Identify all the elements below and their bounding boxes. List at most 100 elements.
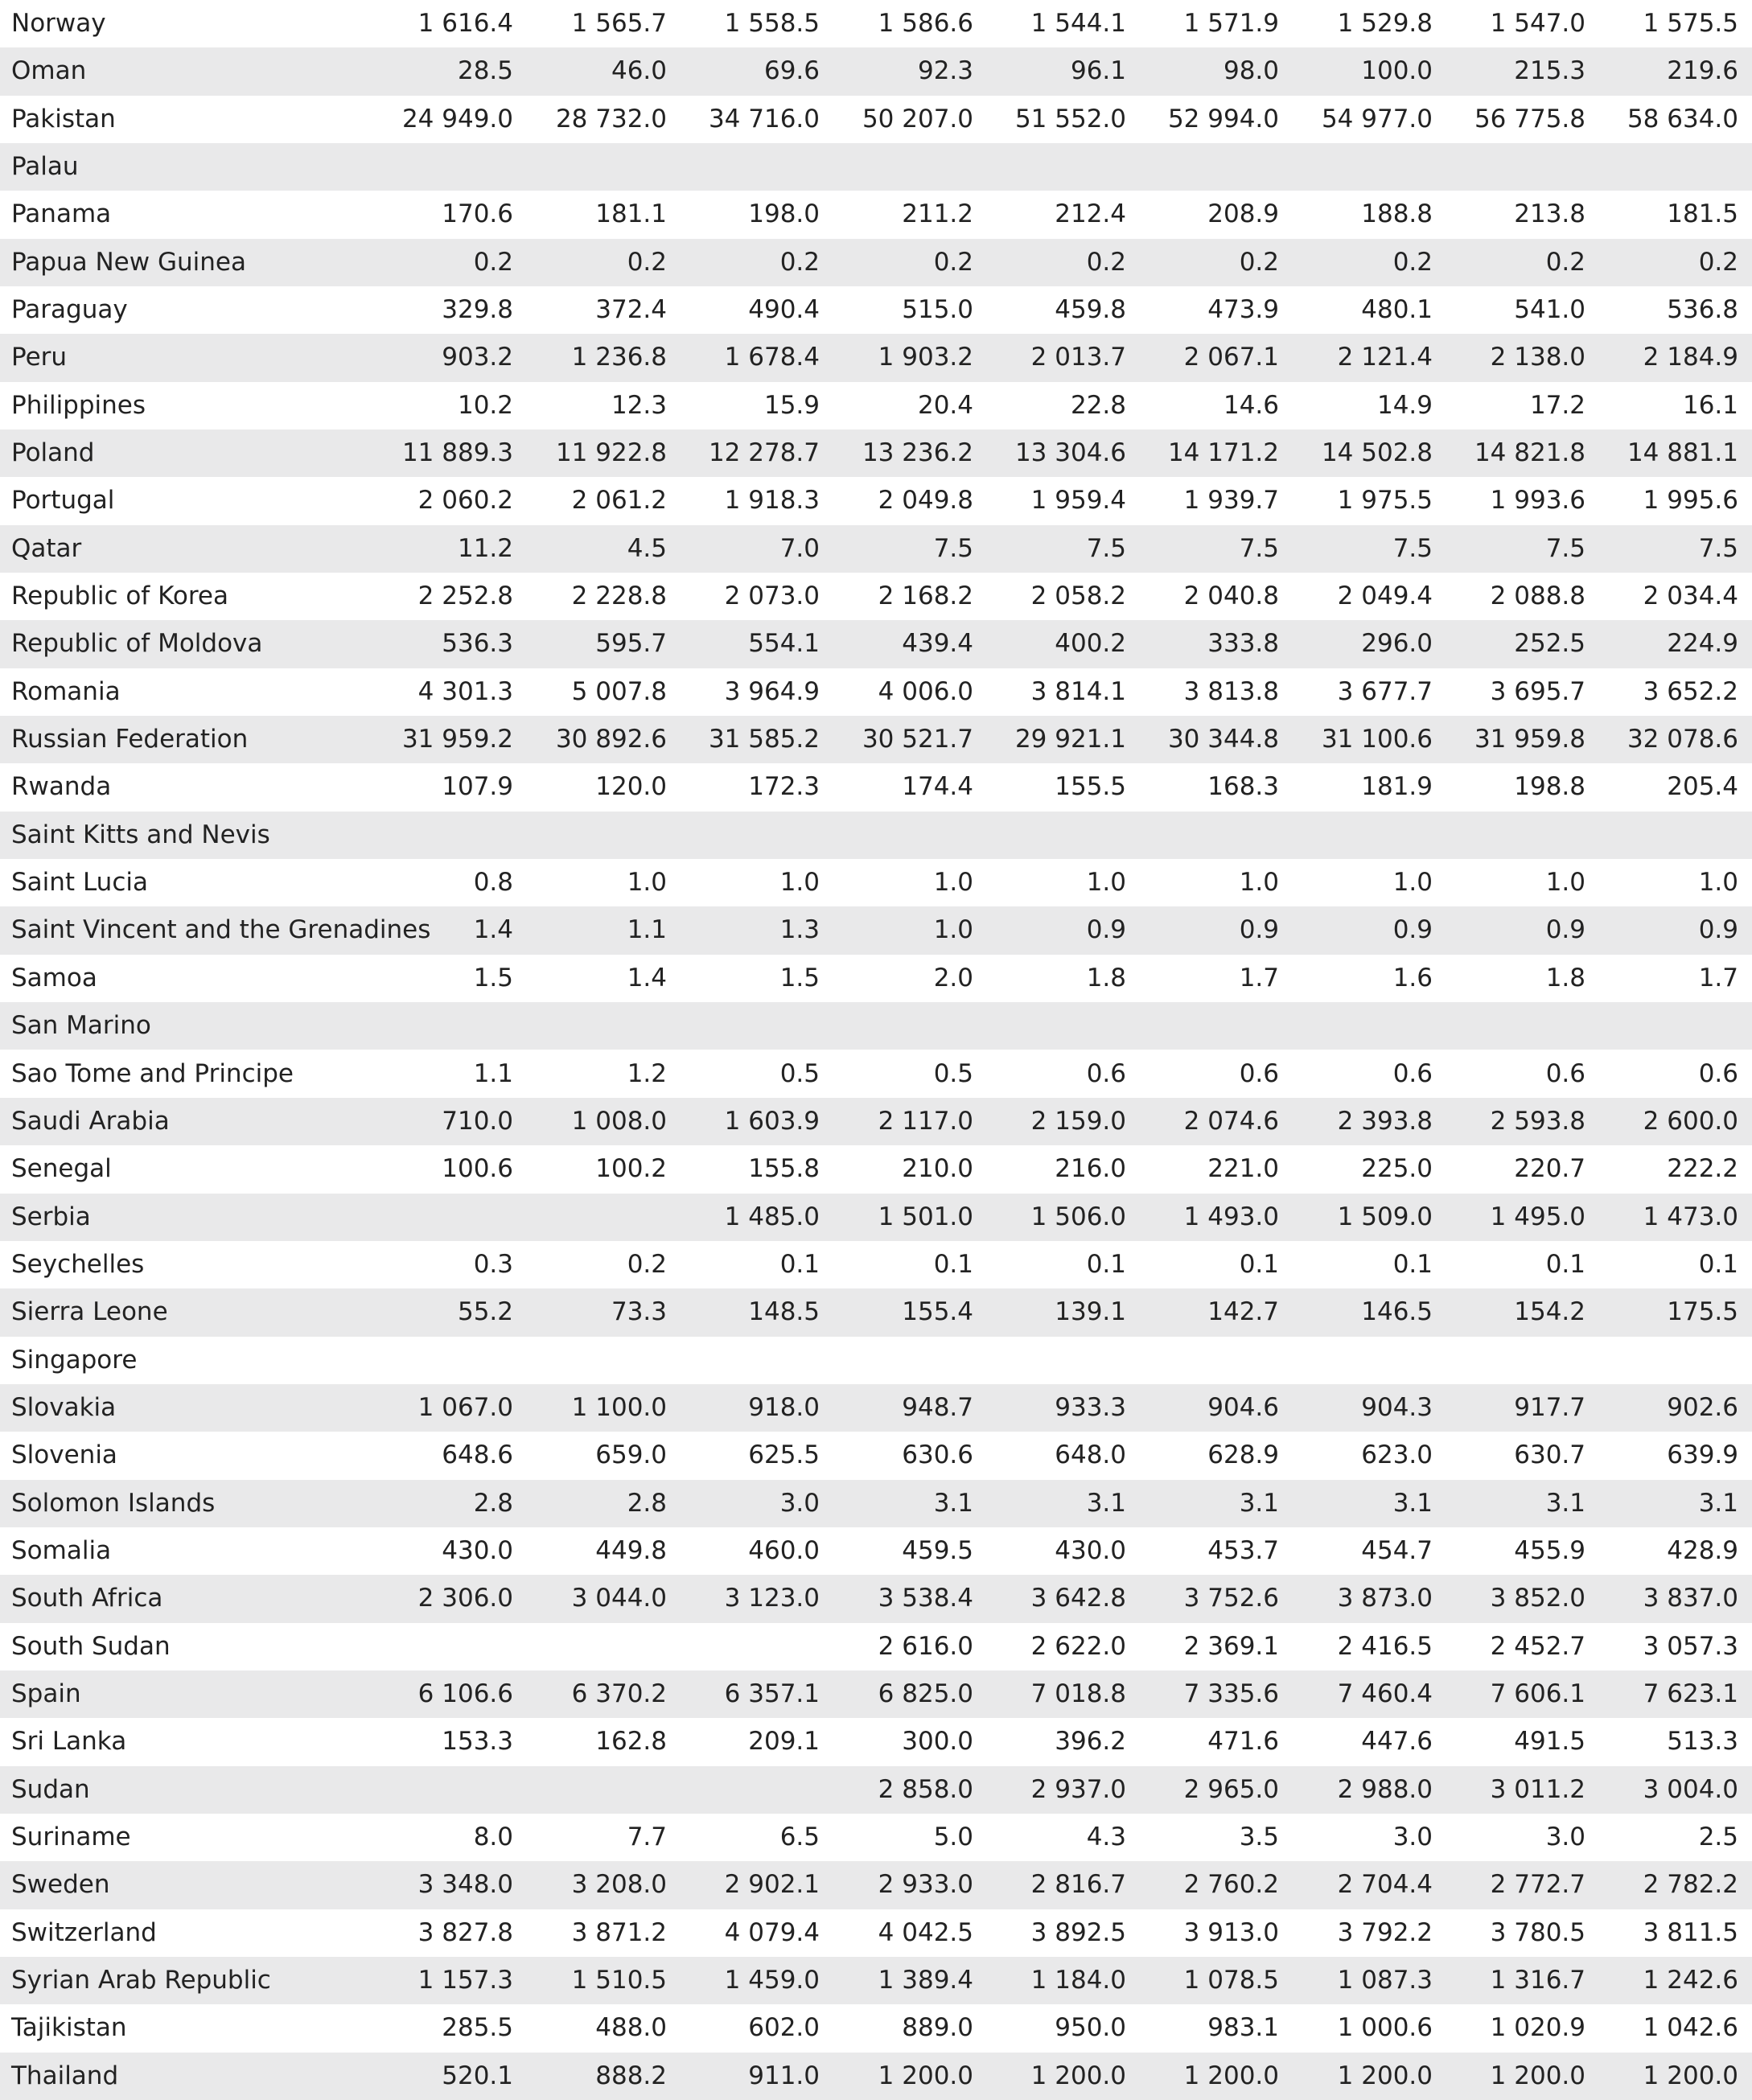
value-cell: 1 184.0	[1030, 1965, 1126, 1995]
value-cell: 1 473.0	[1643, 1202, 1738, 1231]
value-cell: 31 959.8	[1474, 725, 1585, 754]
country-name: Switzerland	[11, 1917, 157, 1947]
country-name: South Africa	[11, 1584, 163, 1613]
value-cell: 628.9	[1207, 1440, 1279, 1470]
value-cell: 30 521.7	[862, 725, 973, 754]
value-cell: 0.2	[1392, 247, 1433, 277]
value-cell: 2 704.4	[1337, 1870, 1433, 1900]
value-cell: 168.3	[1207, 772, 1279, 802]
value-cell: 2 600.0	[1643, 1106, 1738, 1136]
table-row: Paraguay 329.8 372.4 490.4 515.0 459.8 473.9 48…	[0, 286, 1752, 334]
value-cell: 52 994.0	[1167, 104, 1279, 134]
value-cell: 3.1	[933, 1488, 973, 1518]
value-cell: 2 058.2	[1030, 582, 1126, 611]
table-row: South Africa 2 306.0 3 044.0 3 123.0 3 538.4…	[0, 1575, 1752, 1623]
value-cell: 7.5	[1086, 533, 1126, 563]
country-name: Saint Kitts and Nevis	[11, 820, 270, 849]
value-cell: 100.0	[1361, 56, 1433, 86]
value-cell: 2 772.7	[1490, 1870, 1585, 1900]
value-cell: 11.2	[457, 533, 513, 563]
value-cell: 153.3	[442, 1727, 513, 1757]
value-cell: 1 067.0	[417, 1392, 513, 1422]
value-cell: 1 008.0	[571, 1106, 667, 1136]
value-cell: 13 304.6	[1014, 438, 1126, 468]
value-cell: 2 933.0	[878, 1870, 973, 1900]
table-row: Suriname 8.0 7.7 6.5 5.0 4.3 3.5 3.0 3.0 2.5	[0, 1814, 1752, 1861]
value-cell: 2 168.2	[878, 582, 973, 611]
country-name: Tajikistan	[11, 2013, 127, 2043]
value-cell: 0.1	[1392, 1249, 1433, 1279]
value-cell: 3.1	[1239, 1488, 1279, 1518]
value-cell: 2 117.0	[878, 1106, 973, 1136]
value-cell: 904.6	[1207, 1392, 1279, 1422]
country-name: Sao Tome and Principe	[11, 1058, 294, 1088]
value-cell: 14.6	[1223, 390, 1279, 420]
value-cell: 14 502.8	[1321, 438, 1433, 468]
value-cell: 172.3	[748, 772, 820, 802]
table-row: Republic of Korea 2 252.8 2 228.8 2 073.0 2 …	[0, 573, 1752, 620]
value-cell: 1.5	[779, 963, 820, 992]
value-cell: 1 389.4	[878, 1965, 973, 1995]
value-cell: 3 044.0	[571, 1584, 667, 1613]
value-cell: 7 018.8	[1030, 1679, 1126, 1708]
value-cell: 2 049.8	[878, 486, 973, 516]
value-cell: 1 510.5	[571, 1965, 667, 1995]
value-cell: 948.7	[902, 1392, 973, 1422]
value-cell: 100.2	[595, 1154, 667, 1184]
value-cell: 0.6	[1545, 1058, 1585, 1088]
value-cell: 536.8	[1667, 295, 1738, 325]
value-cell: 1.8	[1545, 963, 1585, 992]
value-cell: 2 074.6	[1183, 1106, 1279, 1136]
country-name: Republic of Moldova	[11, 629, 263, 659]
value-cell: 3.1	[1698, 1488, 1738, 1518]
country-name: Thailand	[11, 2061, 119, 2090]
value-cell: 1.1	[473, 1058, 513, 1088]
table-row: Philippines 10.2 12.3 15.9 20.4 22.8 14.6 14.9 1…	[0, 382, 1752, 429]
value-cell: 170.6	[442, 199, 513, 229]
value-cell: 630.6	[902, 1440, 973, 1470]
value-cell: 2.8	[473, 1488, 513, 1518]
value-cell: 1 939.7	[1183, 486, 1279, 516]
table-row: Republic of Moldova 536.3 595.7 554.1 439.4 4…	[0, 620, 1752, 668]
value-cell: 1.0	[1698, 868, 1738, 898]
value-cell: 1 529.8	[1337, 9, 1433, 38]
country-name: Seychelles	[11, 1249, 145, 1279]
value-cell: 216.0	[1055, 1154, 1126, 1184]
value-cell: 0.6	[1698, 1058, 1738, 1088]
value-cell: 1 493.0	[1183, 1202, 1279, 1231]
value-cell: 7.7	[627, 1822, 667, 1851]
value-cell: 447.6	[1361, 1727, 1433, 1757]
value-cell: 1 918.3	[724, 486, 820, 516]
value-cell: 0.6	[1392, 1058, 1433, 1088]
value-cell: 888.2	[595, 2061, 667, 2090]
value-cell: 455.9	[1514, 1535, 1585, 1565]
value-cell: 30 892.6	[555, 725, 667, 754]
value-cell: 659.0	[595, 1440, 667, 1470]
country-name: Republic of Korea	[11, 582, 228, 611]
country-name: Peru	[11, 343, 68, 372]
value-cell: 0.1	[779, 1249, 820, 1279]
value-cell: 225.0	[1361, 1154, 1433, 1184]
country-name: Philippines	[11, 390, 146, 420]
value-cell: 3 852.0	[1490, 1584, 1585, 1613]
value-cell: 6 370.2	[571, 1679, 667, 1708]
value-cell: 20.4	[917, 390, 973, 420]
value-cell: 3 752.6	[1183, 1584, 1279, 1613]
value-cell: 2 760.2	[1183, 1870, 1279, 1900]
value-cell: 1 236.8	[571, 343, 667, 372]
table-row: Sudan 2 858.0 2 937.0 2 965.0 2 988.0 3 011.2…	[0, 1765, 1752, 1814]
value-cell: 3 913.0	[1183, 1917, 1279, 1947]
value-cell: 3 871.2	[571, 1917, 667, 1947]
country-name: Sri Lanka	[11, 1727, 127, 1757]
value-cell: 1.3	[779, 915, 820, 945]
table-row: Samoa 1.5 1.4 1.5 2.0 1.8 1.7 1.6 1.8 1.7	[0, 955, 1752, 1002]
table-row: Sao Tome and Principe 1.1 1.2 0.5 0.5 0.6 0.6 0…	[0, 1050, 1752, 1098]
table-row: Qatar 11.2 4.5 7.0 7.5 7.5 7.5 7.5 7.5 7.5	[0, 524, 1752, 573]
value-cell: 2 902.1	[724, 1870, 820, 1900]
value-cell: 1 558.5	[724, 9, 820, 38]
value-cell: 73.3	[611, 1297, 667, 1327]
value-cell: 1 544.1	[1030, 9, 1126, 38]
table-row: Russian Federation 31 959.2 30 892.6 31 585…	[0, 716, 1752, 764]
table-row: Sri Lanka 153.3 162.8 209.1 300.0 396.2 471.6 4…	[0, 1718, 1752, 1765]
